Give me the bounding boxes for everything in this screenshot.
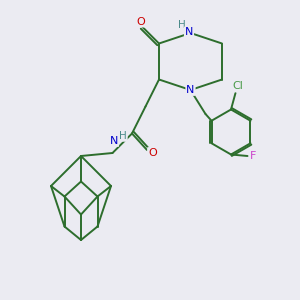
Text: Cl: Cl	[232, 81, 243, 92]
Text: N: N	[186, 85, 195, 95]
Text: O: O	[148, 148, 157, 158]
Text: N: N	[185, 27, 193, 38]
Text: H: H	[178, 20, 186, 31]
Text: N: N	[110, 136, 118, 146]
Text: F: F	[250, 151, 257, 161]
Text: O: O	[136, 16, 146, 27]
Text: H: H	[119, 131, 127, 141]
